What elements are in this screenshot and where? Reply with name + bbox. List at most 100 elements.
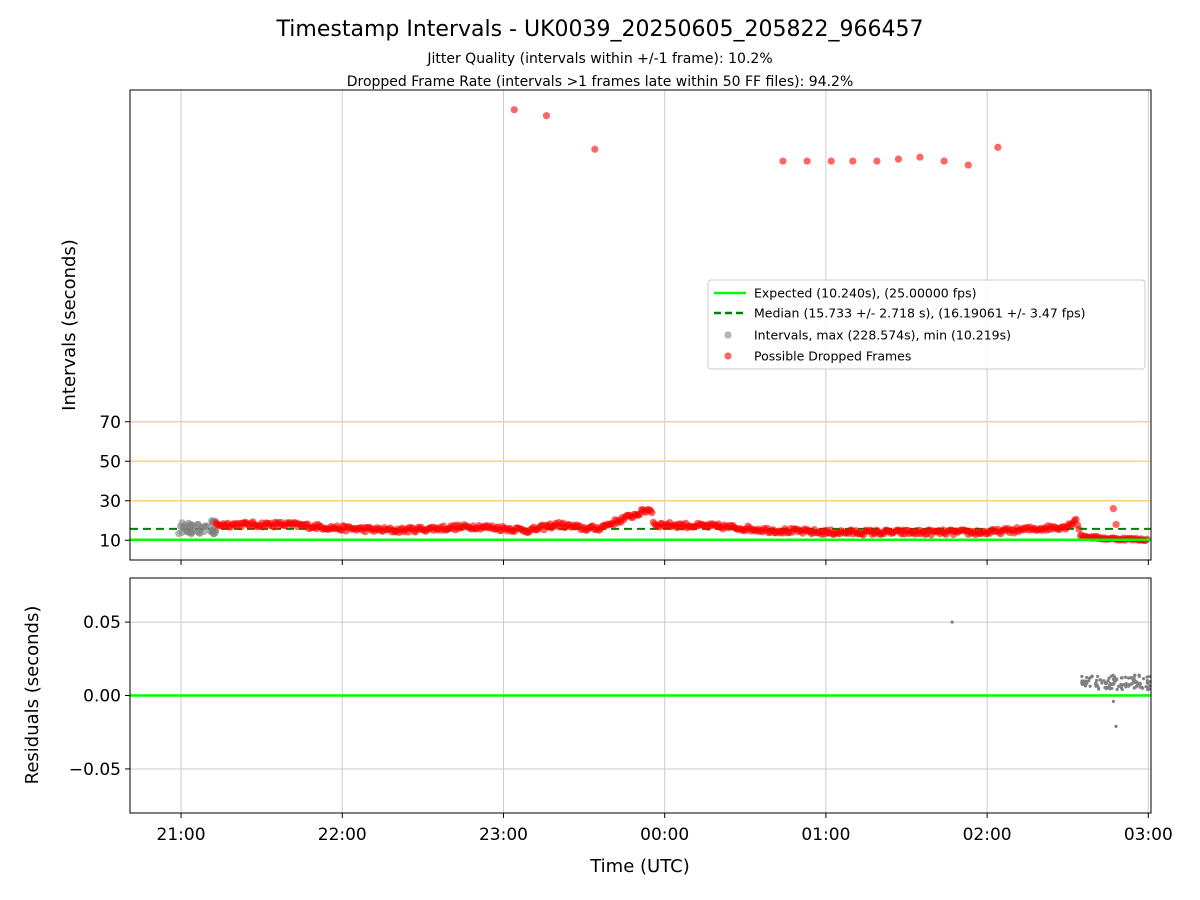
residuals-panel: 0.05 0.00 −0.05 21:00 22:00 23:00 00:00 01:00 02… [69,577,1173,845]
legend-entry-label: Expected (10.240s), (25.00000 fps) [754,286,976,301]
residual-point [1110,682,1114,687]
legend-box [707,279,1146,370]
residual-point [1145,678,1149,683]
chart-subtitle-dropped: Dropped Frame Rate (intervals >1 frames … [347,74,854,90]
dropped-frame-outlier [779,157,787,165]
legend-entry-label: Possible Dropped Frames [754,349,911,364]
residual-point [1133,673,1137,677]
dropped-frame-outlier [827,157,835,165]
residual-point [1094,678,1099,682]
residual-point [1085,679,1089,684]
residual-point [1107,676,1111,680]
residual-point [1094,684,1098,688]
residual-point [1146,681,1150,685]
dropped-frame-point [648,508,656,517]
dropped-frame-outlier [940,157,948,165]
top-plot-frame [129,89,1152,561]
residual-point [1085,675,1089,680]
top-y-tick-label: 10 [99,531,121,551]
dropped-frame-outlier [542,112,551,120]
intervals-panel: 10 30 50 70 Expected (10.240s), (25.00000 fp… [99,89,1152,565]
chart-title: Timestamp Intervals - UK0039_20250605_20… [276,17,924,42]
top-y-tick-label: 50 [99,452,121,472]
bottom-y-tick-label: 0.00 [83,687,121,707]
dropped-frame-outlier [916,153,924,161]
residual-point [1080,682,1084,687]
residual-point [1127,676,1131,680]
x-tick-label: 00:00 [640,825,689,845]
dropped-frame-point [1075,525,1083,533]
interval-point [186,524,194,533]
residual-point [1120,687,1124,692]
residual-point [1104,681,1108,685]
dropped-frame-outlier [849,157,857,165]
dropped-frame-outlier [964,161,972,169]
residual-point [1080,679,1084,683]
legend-intervals-swatch [724,331,732,339]
interval-point [193,520,202,529]
residual-point [1098,678,1102,682]
residual-point [1141,677,1146,681]
x-tick-label: 02:00 [963,825,1012,845]
residual-outlier [950,620,954,624]
dropped-frame-outlier [994,143,1002,151]
dropped-frame-outlier [591,145,599,153]
residual-point [1097,687,1101,691]
residual-outlier [1114,724,1118,728]
x-tick-label: 01:00 [801,825,850,845]
residual-point [1115,687,1119,692]
dropped-frame-outlier [894,155,903,163]
residual-point [1111,677,1116,681]
top-y-axis-label: Intervals (seconds) [59,239,80,411]
dropped-frame-outlier [803,157,811,165]
dropped-frame-outlier [510,106,518,114]
bottom-y-tick-label: −0.05 [69,760,121,780]
residual-outlier [1111,699,1115,703]
residual-point [1080,674,1084,678]
interval-point [200,527,208,536]
legend: Expected (10.240s), (25.00000 fps) Median… [707,279,1146,370]
residual-point [1120,683,1124,687]
legend-dropped-swatch [724,352,732,360]
x-tick-label: 22:00 [318,825,367,845]
top-y-tick-label: 30 [99,492,121,512]
residual-point [1100,681,1104,685]
dropped-frame-point [1072,515,1080,523]
top-y-tick-label: 70 [99,413,121,433]
residual-point [1132,686,1136,690]
dropped-frame-outlier [1109,505,1117,513]
residual-point [1096,674,1100,678]
bottom-y-axis-label: Residuals (seconds) [22,606,43,785]
legend-entry-label: Intervals, max (228.574s), min (10.219s) [754,328,1011,343]
residual-point [1119,676,1123,680]
residual-point [1124,675,1128,679]
x-tick-label: 03:00 [1124,825,1173,845]
residual-point [1124,684,1128,688]
residual-point [1110,686,1114,690]
dropped-frame-outlier [873,157,881,165]
residual-point [1103,686,1107,690]
residual-point [1088,684,1092,688]
interval-point [208,528,216,536]
legend-entry-label: Median (15.733 +/- 2.718 s), (16.19061 +… [754,306,1085,321]
residual-point [1140,685,1144,689]
x-axis-label: Time (UTC) [589,856,690,877]
chart-subtitle-jitter: Jitter Quality (intervals within +/-1 fr… [426,51,772,67]
residual-point [1105,685,1110,689]
dropped-frame-outlier [1112,520,1120,529]
residual-point [1135,680,1139,685]
bottom-y-tick-label: 0.05 [83,613,121,633]
residual-point [1083,683,1088,687]
residual-point [1116,684,1121,688]
residual-point [1106,679,1110,683]
residual-point [1137,673,1141,677]
residual-point [1131,680,1135,684]
residual-point [1147,674,1152,679]
residual-point [1145,675,1149,679]
residual-point [1127,684,1131,688]
x-tick-label: 21:00 [157,825,206,845]
residual-point [1087,676,1092,680]
residual-point [1147,687,1151,691]
x-tick-label: 23:00 [479,825,528,845]
